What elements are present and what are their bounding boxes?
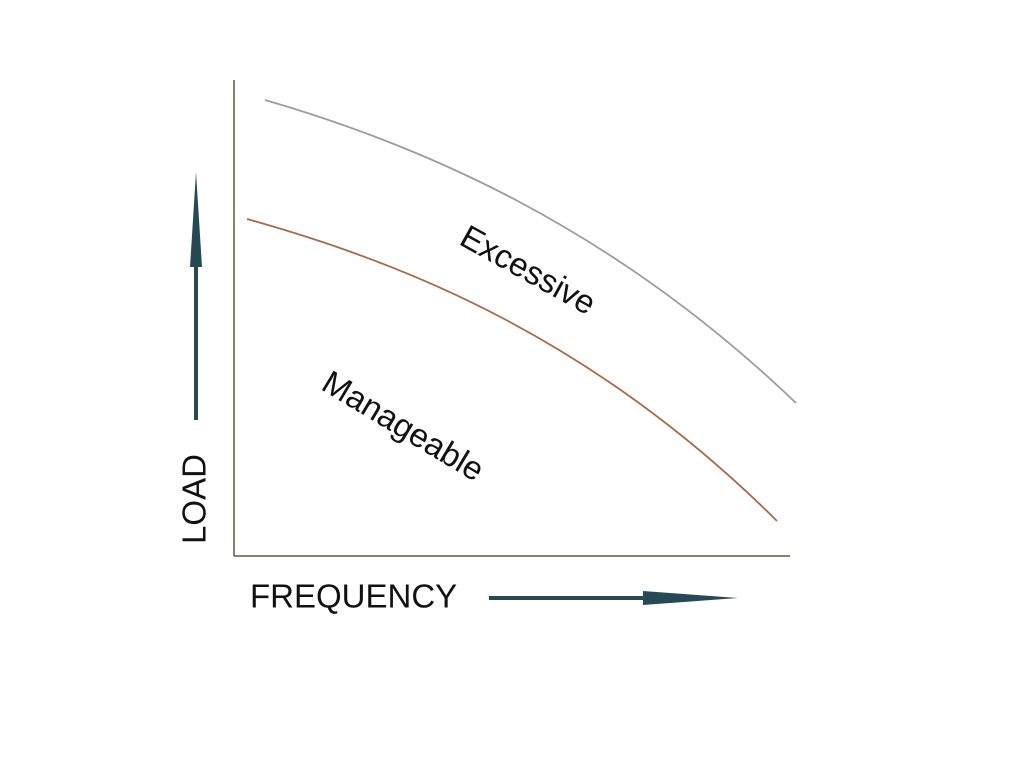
x-axis-label: FREQUENCY — [250, 578, 457, 615]
y-arrow-head — [190, 172, 202, 267]
y-axis-label: LOAD — [176, 454, 213, 544]
region-label: Excessive — [454, 217, 602, 321]
lower-curve — [246, 218, 778, 522]
upper-curve — [264, 99, 797, 404]
region-label: Manageable — [316, 363, 491, 488]
x-arrow-head — [643, 591, 738, 605]
